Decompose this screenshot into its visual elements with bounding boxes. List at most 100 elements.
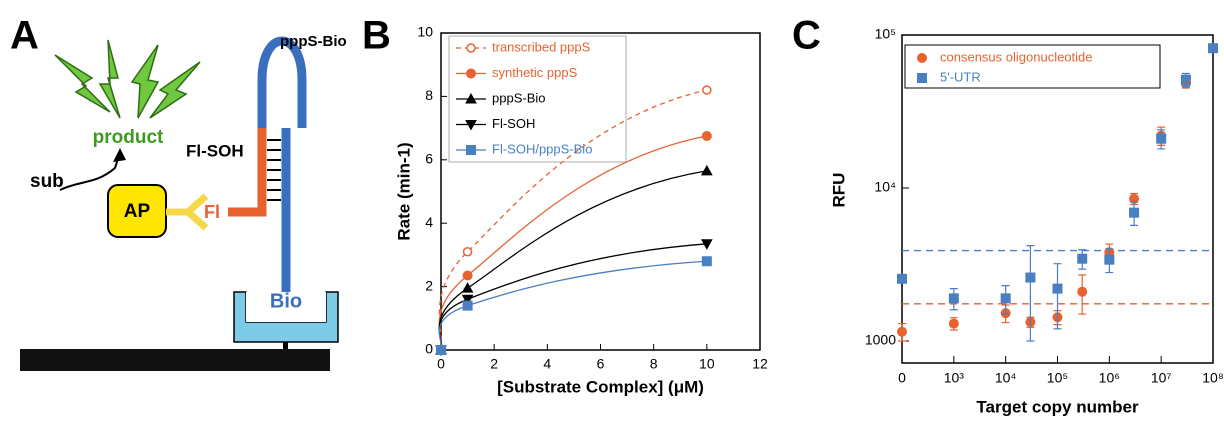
y-axis-label: RFU <box>829 173 848 208</box>
product-label: product <box>93 127 164 148</box>
marker <box>462 270 473 281</box>
legend-label: transcribed pppS <box>492 39 591 54</box>
error-bar <box>1053 263 1062 330</box>
x-tick-label: 10³ <box>944 370 965 386</box>
legend-marker <box>466 43 476 53</box>
marker <box>436 345 446 355</box>
marker <box>701 256 712 267</box>
y-tick-label: 1000 <box>865 332 896 348</box>
marker <box>1104 254 1115 265</box>
arrowhead <box>113 148 126 162</box>
x-tick-label: 0 <box>898 370 906 386</box>
marker <box>1025 272 1036 283</box>
x-tick-label: 0 <box>437 356 445 372</box>
y-tick-label: 10⁵ <box>875 26 896 42</box>
biotin-label: Bio <box>270 290 302 312</box>
y-axis-label: Rate (min-1) <box>394 142 413 240</box>
y-tick-label: 10 <box>417 24 433 40</box>
marker <box>1077 286 1088 297</box>
bolt <box>98 39 121 119</box>
marker <box>1156 133 1167 144</box>
probe-label: pppS-Bio <box>280 33 347 50</box>
oligo <box>228 128 267 217</box>
well-inner <box>246 292 326 322</box>
marker <box>700 164 713 176</box>
legend-label: pppS-Bio <box>492 90 545 105</box>
legend-marker <box>917 53 927 63</box>
series-line <box>438 170 707 351</box>
base-pairs <box>267 139 281 201</box>
plot-frame <box>440 32 761 351</box>
fluorophore-label: Fl <box>204 202 220 222</box>
marker <box>462 246 473 257</box>
series-line <box>438 89 707 351</box>
panel-label: C <box>792 14 821 58</box>
series-line <box>438 260 707 351</box>
x-tick-label: 10⁴ <box>995 370 1017 386</box>
legend-label: Fl-SOH/pppS-Bio <box>492 141 592 156</box>
x-tick-label: 8 <box>650 356 658 372</box>
marker <box>1129 207 1140 218</box>
bolt <box>130 44 160 119</box>
x-tick-label: 2 <box>490 356 498 372</box>
y-tick-label: 2 <box>425 277 433 293</box>
y-tick-label: 8 <box>425 87 433 103</box>
arrow <box>59 151 121 191</box>
marker <box>1077 253 1088 264</box>
y-tick-label: 0 <box>425 341 433 357</box>
series-line <box>438 243 707 351</box>
marker <box>1052 283 1063 294</box>
legend-marker <box>466 68 476 79</box>
x-tick-label: 10 <box>699 356 715 372</box>
diagram: A product sub AP Fl pppS-Bio Fl-SOH Bio <box>10 14 347 371</box>
legend-marker <box>466 145 476 155</box>
x-axis-label: Target copy number <box>976 397 1139 416</box>
marker <box>897 326 907 337</box>
error-bar <box>1026 245 1035 342</box>
legend-marker <box>465 120 477 131</box>
y-tick-label: 6 <box>425 151 433 167</box>
oligo-label: Fl-SOH <box>186 141 244 160</box>
legend-box <box>904 44 1161 89</box>
legend-box <box>448 35 627 163</box>
x-tick-label: 10⁶ <box>1099 370 1120 386</box>
legend-label: synthetic pppS <box>492 65 578 80</box>
x-tick-label: 10⁵ <box>1047 370 1068 386</box>
marker <box>461 294 474 306</box>
series-line <box>438 135 707 351</box>
marker <box>1000 293 1011 304</box>
marker <box>1180 74 1191 85</box>
product-bolts <box>54 39 201 119</box>
bolt <box>54 54 111 113</box>
substrate-label: sub <box>30 171 64 192</box>
x-tick-label: 10⁸ <box>1202 370 1224 386</box>
y-tick-label: 4 <box>425 214 433 230</box>
enzyme-label: AP <box>124 201 151 222</box>
panel-label: B <box>362 14 391 58</box>
marker <box>1208 43 1218 54</box>
marker <box>702 85 712 95</box>
x-axis-label: [Substrate Complex] (μM) <box>497 377 704 396</box>
legend-marker <box>465 92 477 104</box>
marker <box>948 293 959 304</box>
legend-label: Fl-SOH <box>492 116 535 131</box>
marker <box>462 300 473 311</box>
legend-marker <box>917 73 927 83</box>
marker <box>700 239 713 250</box>
surface <box>20 349 330 371</box>
x-tick-label: 6 <box>597 356 605 372</box>
x-tick-label: 10⁷ <box>1151 370 1172 386</box>
antibody <box>166 193 209 231</box>
y-tick-label: 10⁴ <box>874 179 896 195</box>
legend-label: 5'-UTR <box>940 69 981 84</box>
x-tick-label: 4 <box>543 356 551 372</box>
legend-label: consensus oligonucleotide <box>940 49 1093 64</box>
marker <box>461 282 474 293</box>
aptamer <box>257 36 307 300</box>
panel-label: A <box>10 14 39 58</box>
bolt <box>149 61 201 119</box>
marker <box>948 318 959 329</box>
marker <box>897 273 907 284</box>
x-tick-label: 12 <box>752 356 768 372</box>
